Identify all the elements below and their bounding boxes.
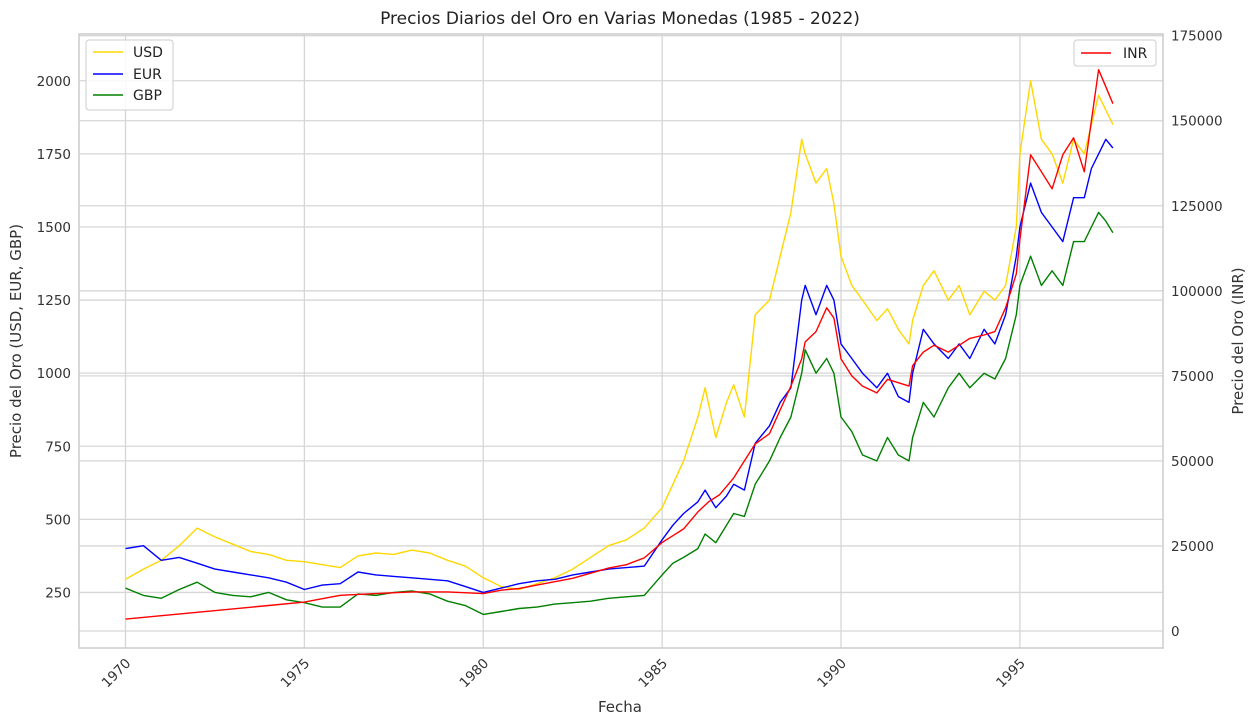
legend-eur-label: EUR [133,67,162,83]
series-inr-line [125,68,1114,620]
y-left-tick-label: 500 [45,512,71,528]
y-left-axis-ticks: 250 500 750 1000 1250 1500 1750 2000 [37,74,71,602]
chart-title: Precios Diarios del Oro en Varias Moneda… [380,9,860,29]
y-right-tick-label: 0 [1171,624,1180,640]
y-left-axis-title: Precio del Oro (USD, EUR, GBP) [7,224,25,458]
y-left-tick-label: 2000 [37,74,71,90]
x-tick-label: 1980 [456,656,492,692]
series-layer [125,68,1114,620]
x-tick-label: 1970 [99,656,135,692]
y-left-tick-label: 750 [45,439,71,455]
x-axis-title: Fecha [598,698,642,716]
y-left-tick-label: 1250 [37,293,71,309]
x-axis-ticks: 1970 1975 1980 1985 1990 1995 [99,656,1029,692]
legend-inr-label: INR [1123,46,1148,62]
legend-usd-label: USD [133,45,163,61]
x-tick-label: 1990 [814,656,850,692]
series-gbp-line [125,211,1114,616]
y-right-tick-label: 75000 [1171,369,1214,385]
x-tick-label: 1995 [993,656,1029,692]
y-right-axis-ticks: 0 25000 50000 75000 100000 125000 150000 175000 [1171,29,1223,640]
plot-area [78,33,1164,649]
y-right-tick-label: 150000 [1171,114,1223,130]
grid [79,34,1163,648]
y-right-tick-label: 50000 [1171,454,1214,470]
legend-left-frame [85,39,174,111]
legend-gbp-label: GBP [133,88,162,104]
series-eur-line [125,138,1114,594]
y-right-tick-label: 175000 [1171,29,1223,45]
series-usd-line [125,80,1114,591]
y-right-axis-title: Precio del Oro (INR) [1229,267,1247,414]
y-right-tick-label: 25000 [1171,539,1214,555]
legend-right-frame [1073,39,1157,67]
y-left-tick-label: 1000 [37,366,71,382]
y-left-tick-label: 1750 [37,147,71,163]
y-left-tick-label: 250 [45,585,71,601]
y-right-tick-label: 125000 [1171,199,1223,215]
y-left-tick-label: 1500 [37,220,71,236]
x-tick-label: 1985 [635,656,671,692]
legend-left: USD EUR GBP [85,39,174,111]
y-right-tick-label: 100000 [1171,284,1223,300]
x-tick-label: 1975 [278,656,314,692]
legend-right: INR [1073,39,1157,67]
